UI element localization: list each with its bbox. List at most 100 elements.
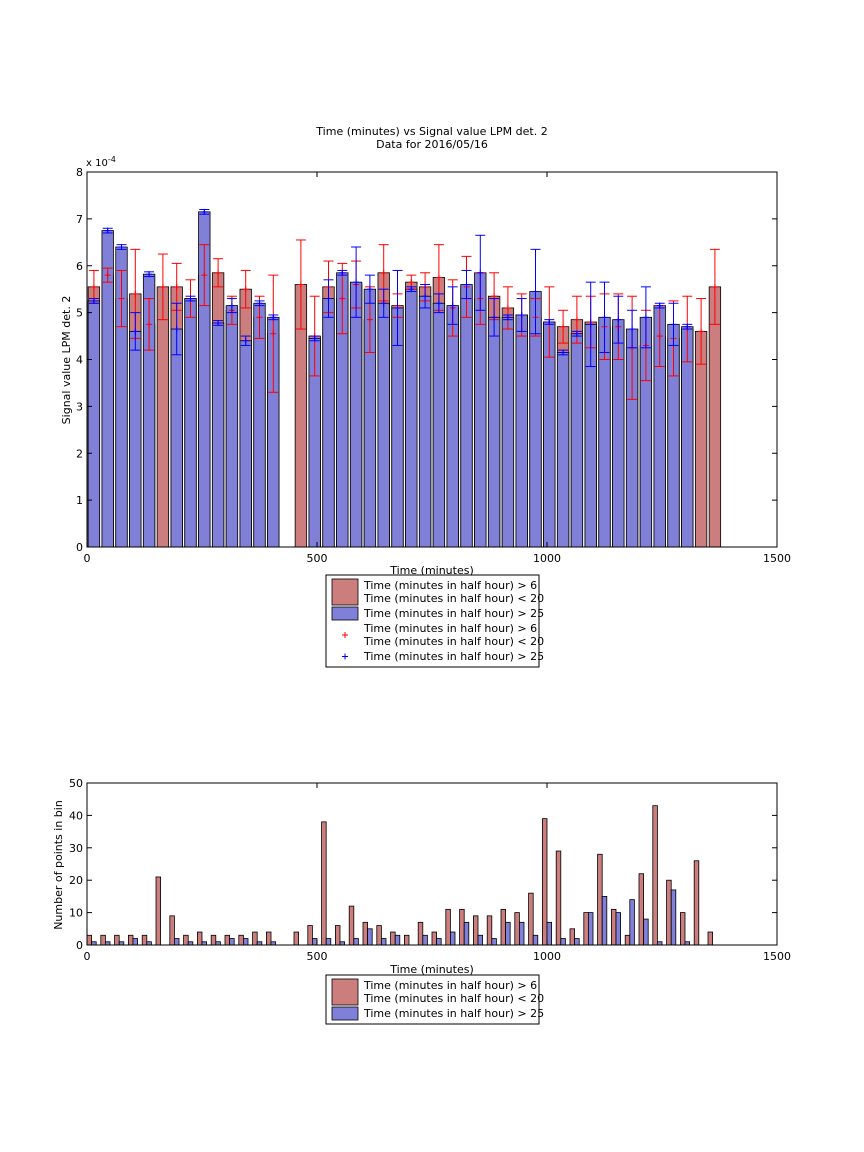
bar-series2 (446, 305, 459, 548)
bar-series1 (500, 908, 506, 946)
error-bar-series2 (558, 349, 569, 356)
bar-series2 (380, 938, 387, 946)
signal-y-axis-label: Signal value LPM det. 2 (60, 296, 73, 425)
error-bar-series1 (199, 244, 210, 307)
error-bar-series1 (116, 269, 127, 328)
bar-series1 (403, 934, 410, 946)
legend-label: Time (minutes in half hour) > 6 (363, 579, 537, 592)
bar-series2 (239, 340, 252, 548)
y-tick-label: 0 (76, 541, 83, 554)
bar-series2 (132, 938, 138, 946)
x-tick-label: 1500 (763, 552, 791, 565)
bar-series2 (418, 295, 432, 548)
bar-series1 (583, 912, 589, 946)
error-bar-series2 (613, 295, 624, 344)
count-y-axis-label: Number of points in bin (52, 800, 65, 930)
signal-legend: Time (minutes in half hour) > 6 Time (min… (325, 574, 544, 668)
bar-series2 (129, 330, 142, 548)
error-bar-series2 (585, 281, 596, 368)
x-tick-label: 500 (307, 552, 328, 565)
bar-series1 (680, 912, 686, 946)
bar-series1 (265, 931, 272, 946)
error-bar-series2 (530, 248, 541, 335)
bar-series2 (432, 302, 446, 548)
x-tick-label: 0 (84, 950, 91, 963)
bar-series2 (449, 931, 456, 946)
legend-label: Time (minutes in half hour) > 25 (363, 607, 544, 620)
bar-series1 (624, 934, 631, 946)
bar-series1 (224, 934, 230, 946)
bar-series1 (569, 928, 575, 946)
error-bar-series2 (144, 271, 155, 278)
bar-series1 (638, 873, 644, 946)
error-bar-series1 (654, 305, 665, 368)
error-bar-series1 (268, 274, 279, 393)
bar-series1 (459, 908, 465, 946)
error-bar-series1 (213, 258, 224, 288)
legend-label: Time (minutes in half hour) > 6 (363, 979, 537, 992)
bar-series1 (210, 934, 217, 946)
bar-series2 (487, 316, 501, 548)
legend-label: Time (minutes in half hour) > 6 (363, 622, 537, 635)
count-bars (86, 805, 713, 946)
signal-x-axis-label: Time (minutes) (389, 564, 474, 577)
bar-series2 (394, 934, 401, 946)
signal-bars (87, 211, 722, 548)
bar-series2 (560, 938, 566, 946)
bar-series1 (514, 912, 520, 946)
signal-chart: Time (minutes) vs Signal value LPM det. … (60, 125, 791, 577)
bar-series2 (325, 938, 332, 946)
error-bar-series2 (171, 302, 182, 356)
bar-series1 (652, 805, 658, 946)
legend-label: Time (minutes in half hour) > 25 (363, 650, 544, 663)
legend-box (325, 974, 540, 1025)
bar-series2 (501, 316, 515, 548)
error-bar-series2 (599, 281, 610, 353)
bar-series2 (532, 934, 539, 946)
bar-series2 (670, 889, 677, 946)
bar-series1 (486, 915, 493, 946)
error-bar-series1 (102, 267, 113, 283)
x-tick-label: 1500 (763, 950, 791, 963)
legend-box (325, 574, 540, 668)
y-tick-label: 7 (76, 213, 83, 226)
error-bar-series2 (640, 286, 651, 349)
bar-series2 (229, 938, 235, 946)
bar-series1 (127, 934, 134, 946)
legend-swatch (331, 578, 359, 606)
bar-series2 (491, 938, 497, 946)
bar-series2 (588, 912, 594, 946)
bar-series1 (293, 931, 299, 946)
bar-series1 (472, 915, 479, 946)
error-bar-series2 (682, 323, 693, 330)
bar-series2 (184, 298, 197, 548)
y-tick-label: 4 (76, 354, 83, 367)
error-bar-series1 (558, 309, 569, 344)
bar-series2 (519, 921, 525, 946)
bar-series2 (173, 938, 180, 946)
bar-series1 (542, 818, 548, 946)
bar-series1 (183, 934, 189, 946)
error-bar-series2 (323, 279, 334, 318)
bar-series1 (693, 860, 700, 946)
error-bar-series2 (364, 274, 375, 304)
bar-series2 (643, 918, 649, 946)
bar-series1 (707, 931, 713, 946)
error-bar-series2 (130, 312, 141, 351)
y-tick-label: 8 (76, 166, 83, 179)
bar-series1 (528, 892, 534, 946)
legend-entry: Time (minutes in half hour) > 25 (331, 1006, 544, 1021)
error-bar-series2 (351, 246, 362, 318)
bar-series1 (252, 931, 258, 946)
y-tick-label: 2 (76, 447, 83, 460)
count-plot-area (86, 782, 778, 946)
bar-series2 (87, 300, 101, 548)
error-bar-series2 (433, 293, 444, 314)
error-bar-series2 (461, 269, 472, 300)
error-bar-series2 (102, 227, 113, 234)
bar-series1 (100, 934, 106, 946)
chart-title: Time (minutes) vs Signal value LPM det. … (315, 125, 547, 138)
